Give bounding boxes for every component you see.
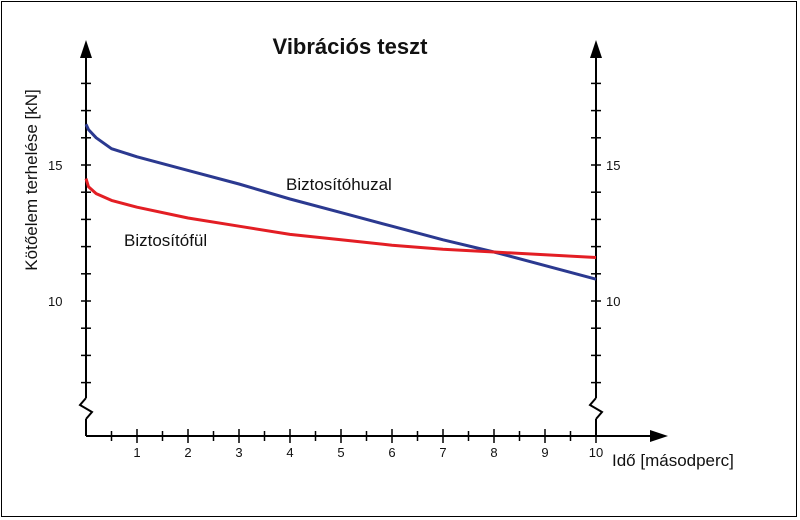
x-tick-label: 2: [184, 445, 191, 460]
left-y-tick-label: 15: [48, 158, 62, 173]
y-axis-label: Kötőelem terhelése [kN]: [22, 89, 41, 270]
left-y-tick-label: 10: [48, 294, 62, 309]
x-tick-label: 7: [439, 445, 446, 460]
x-tick-label: 4: [286, 445, 293, 460]
x-tick-label: 9: [541, 445, 548, 460]
right-y-tick-label: 15: [606, 158, 620, 173]
x-tick-label: 1: [133, 445, 140, 460]
series-label-biztositohuzal: Biztosítóhuzal: [286, 175, 392, 194]
series-lines: [84, 123, 597, 281]
series-line-biztositoful: [84, 178, 597, 259]
x-tick-label: 3: [235, 445, 242, 460]
left-y-axis-arrow: [80, 40, 92, 58]
ticks: 10 15 10 15 1 2 3 4 5 6 7 8 9 10: [48, 82, 620, 460]
x-axis-label: Idő [másodperc]: [612, 451, 734, 470]
x-tick-label: 5: [337, 445, 344, 460]
left-y-axis-break: [78, 397, 94, 420]
x-tick-label: 8: [490, 445, 497, 460]
series-label-biztositoful: Biztosítófül: [124, 231, 207, 250]
chart-title: Vibrációs teszt: [273, 34, 429, 59]
axes: [78, 40, 668, 442]
right-y-axis-break: [588, 397, 604, 420]
right-y-axis-arrow: [590, 40, 602, 58]
right-y-tick-label: 10: [606, 294, 620, 309]
x-tick-label: 6: [388, 445, 395, 460]
series-line-biztositohuzal: [84, 123, 597, 281]
x-axis-arrow: [650, 430, 668, 442]
x-tick-label: 10: [589, 445, 603, 460]
